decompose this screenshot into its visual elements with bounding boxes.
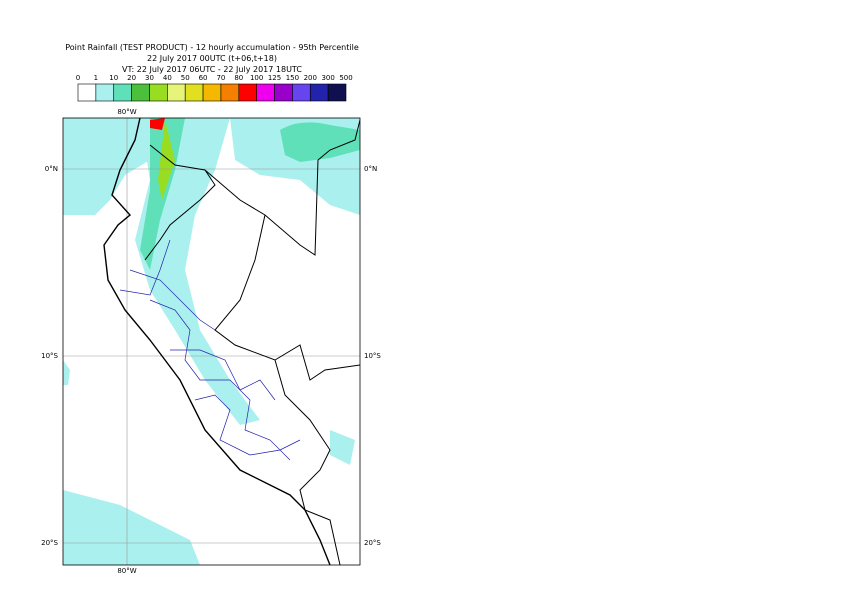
legend-swatch	[238, 83, 257, 102]
lat-label: 10°S	[364, 352, 381, 360]
lat-label: 0°N	[364, 165, 377, 173]
legend-label: 60	[199, 74, 208, 82]
legend-label: 125	[268, 74, 281, 82]
legend-label: 100	[250, 74, 263, 82]
legend-swatch	[256, 83, 275, 102]
legend-label: 0	[76, 74, 80, 82]
lat-label: 0°N	[45, 165, 58, 173]
legend-swatch	[131, 83, 150, 102]
legend-swatch	[220, 83, 240, 102]
legend-swatch	[274, 83, 293, 102]
legend-swatch	[309, 83, 329, 102]
legend-label: 50	[181, 74, 190, 82]
legend: 0 1 10 20 30 40 50 60 70 80 100 125 150 200 300 500	[76, 74, 353, 102]
valid-time: VT: 22 July 2017 06UTC - 22 July 2017 18…	[122, 65, 302, 74]
lon-label: 80°W	[117, 108, 136, 116]
legend-label: 300	[321, 74, 334, 82]
lat-label: 10°S	[41, 352, 58, 360]
legend-label: 1	[94, 74, 98, 82]
legend-swatch	[77, 83, 97, 102]
legend-label: 10	[109, 74, 118, 82]
legend-label: 30	[145, 74, 154, 82]
map: 80°W 80°W 0°N 0°N 10°S 10°S 20°S 20°S	[41, 108, 381, 575]
legend-swatch	[292, 83, 311, 102]
title: Point Rainfall (TEST PRODUCT) - 12 hourl…	[65, 43, 359, 52]
legend-label: 500	[339, 74, 352, 82]
legend-label: 40	[163, 74, 172, 82]
legend-label: 20	[127, 74, 136, 82]
lat-label: 20°S	[41, 539, 58, 547]
legend-label: 80	[234, 74, 243, 82]
legend-label: 200	[304, 74, 317, 82]
lat-label: 20°S	[364, 539, 381, 547]
subtitle: 22 July 2017 00UTC (t+06,t+18)	[147, 54, 277, 63]
legend-swatch	[202, 83, 222, 102]
legend-swatch	[327, 83, 347, 102]
legend-swatch	[184, 83, 204, 102]
legend-label: 70	[216, 74, 225, 82]
legend-swatch	[113, 83, 132, 102]
lon-label: 80°W	[117, 567, 136, 575]
legend-label: 150	[286, 74, 299, 82]
legend-swatch	[167, 83, 186, 102]
legend-swatch	[95, 83, 115, 102]
legend-swatch	[149, 83, 168, 102]
